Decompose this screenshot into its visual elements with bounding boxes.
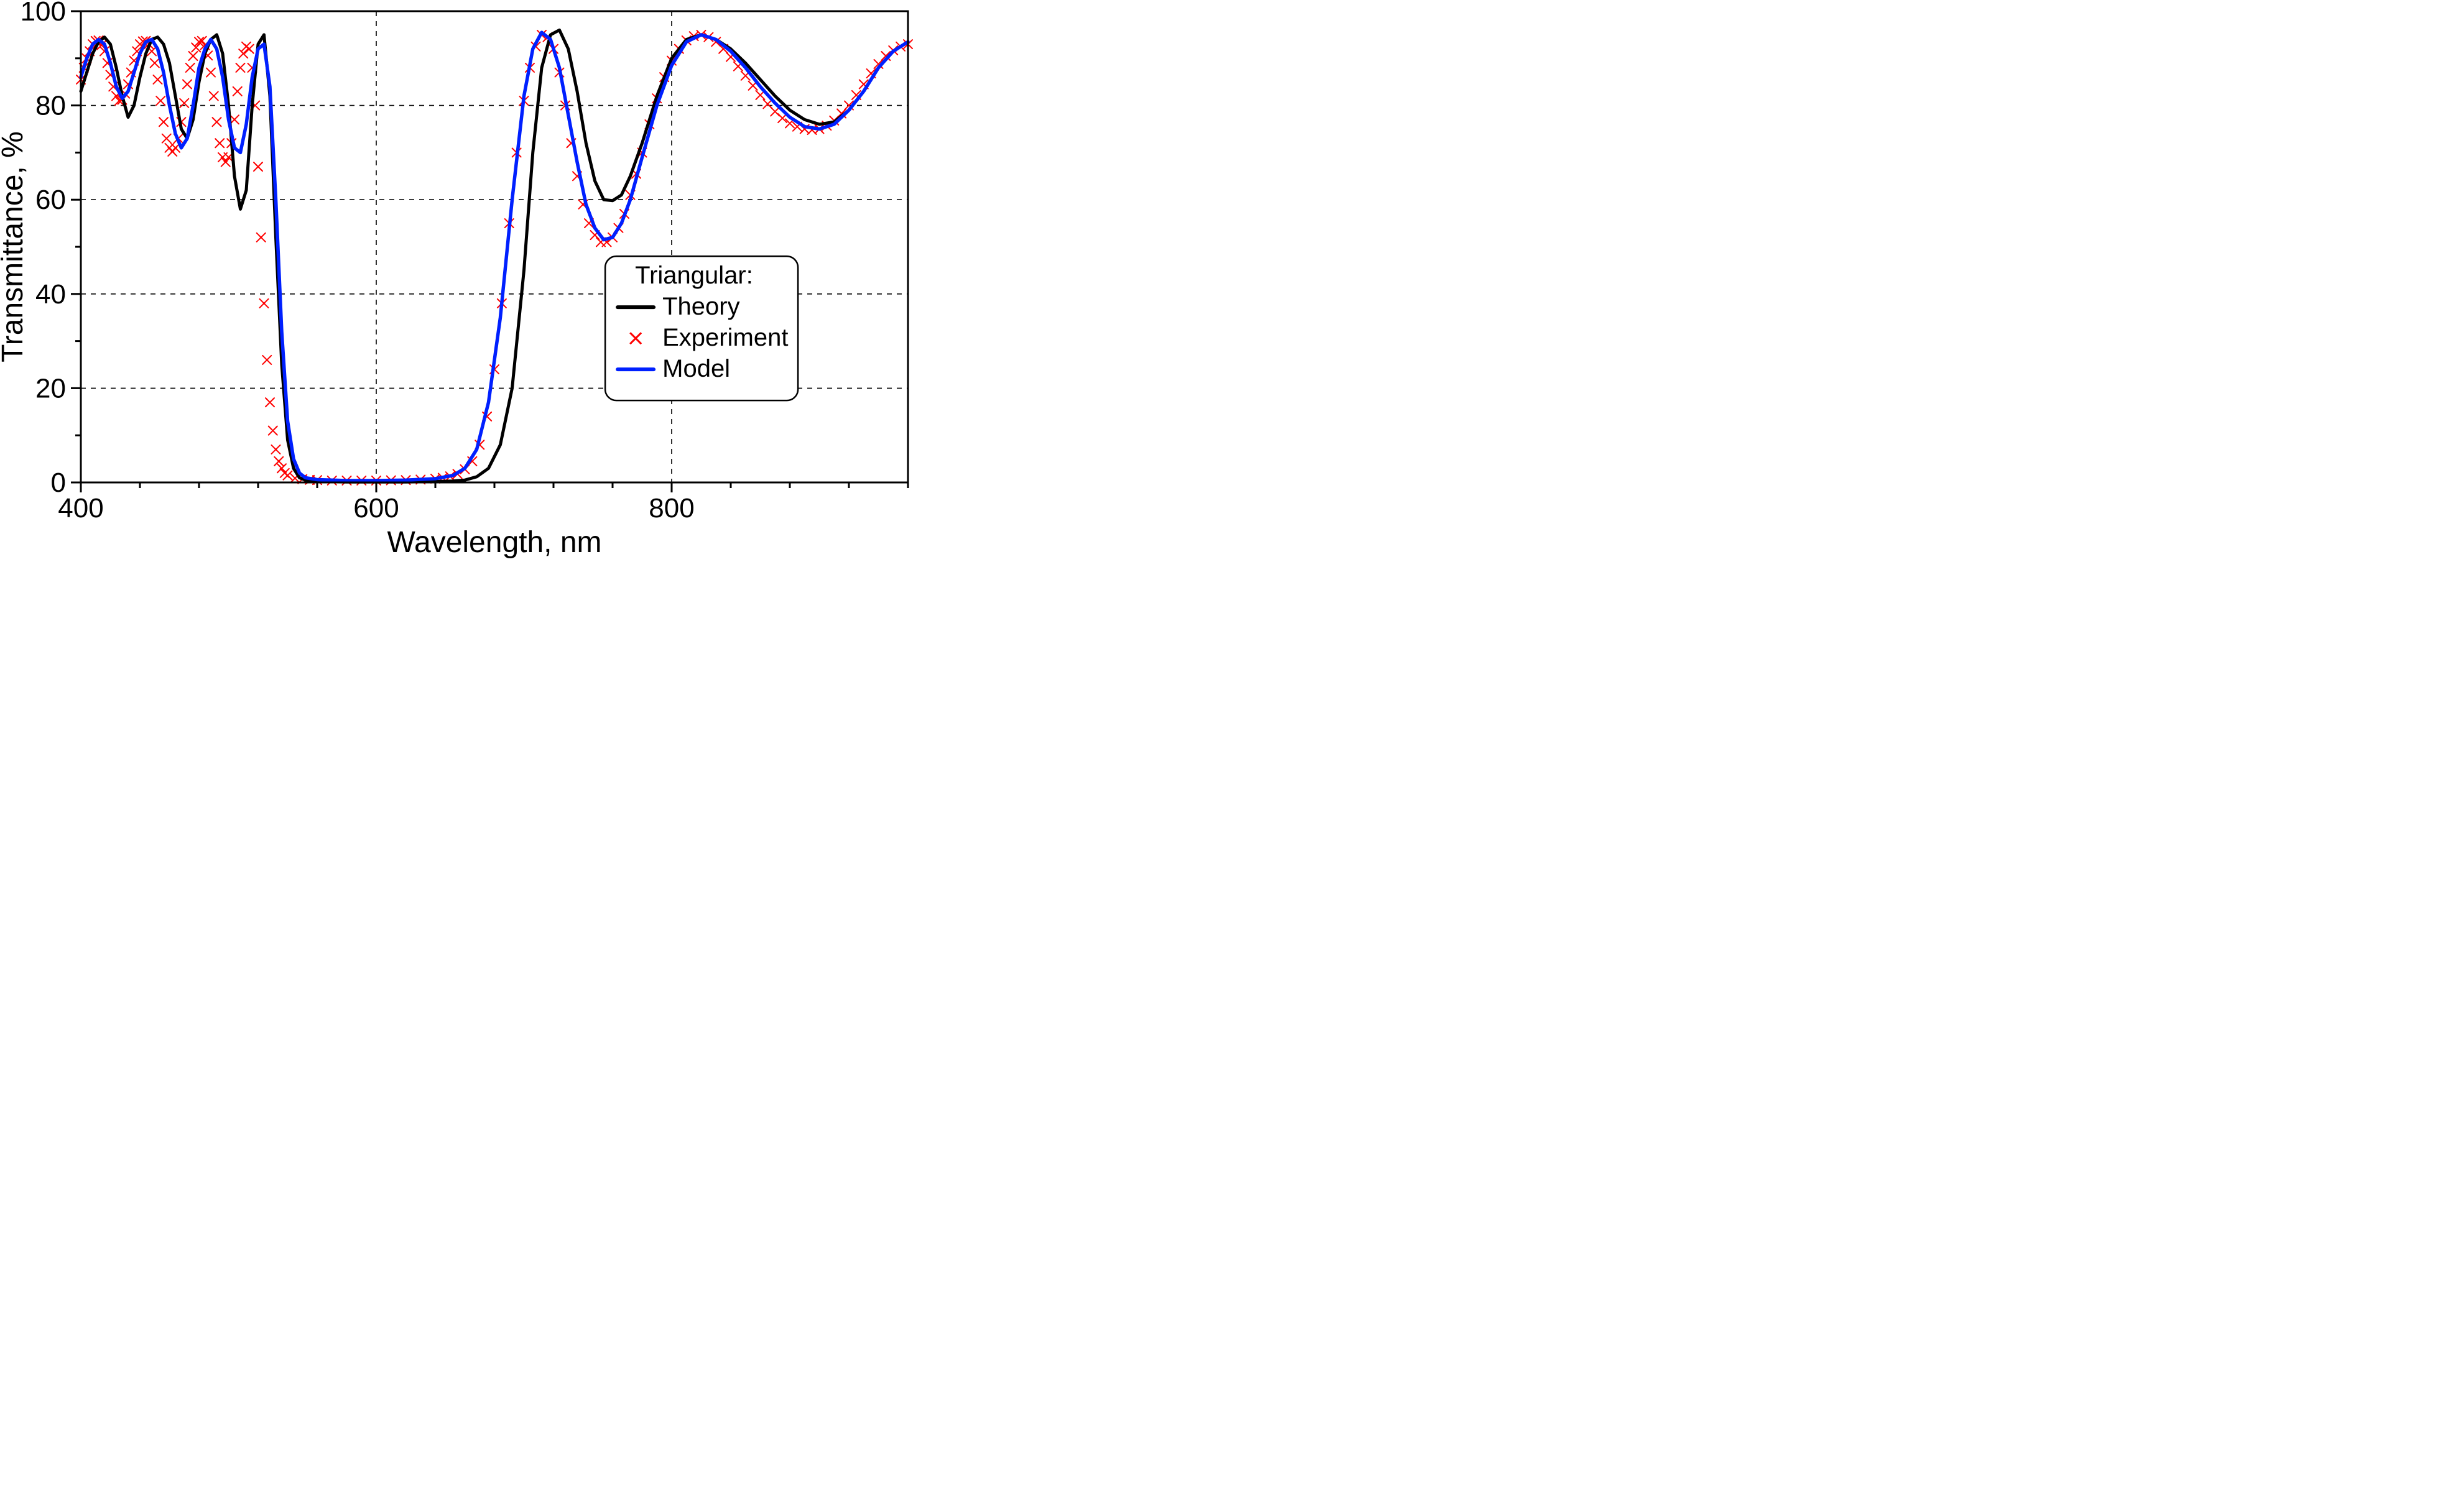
x-tick-label: 800 — [649, 493, 694, 523]
y-tick-label: 20 — [35, 373, 66, 403]
legend-item-label: Model — [662, 355, 730, 382]
y-tick-label: 80 — [35, 91, 66, 121]
transmittance-chart: 400600800020406080100Wavelength, nmTrans… — [0, 0, 924, 567]
y-axis-label: Transmittance, % — [0, 131, 29, 362]
y-tick-label: 100 — [21, 0, 66, 27]
y-tick-label: 40 — [35, 279, 66, 310]
chart-svg: 400600800020406080100Wavelength, nmTrans… — [0, 0, 924, 567]
y-tick-label: 60 — [35, 185, 66, 215]
x-tick-label: 600 — [353, 493, 399, 523]
legend-item-label: Theory — [662, 293, 740, 320]
legend-title: Triangular: — [635, 262, 753, 289]
legend: Triangular: Theory Experiment Model — [605, 256, 798, 400]
legend-item-label: Experiment — [662, 324, 788, 351]
x-axis-label: Wavelength, nm — [387, 526, 601, 559]
y-tick-label: 0 — [51, 468, 66, 498]
